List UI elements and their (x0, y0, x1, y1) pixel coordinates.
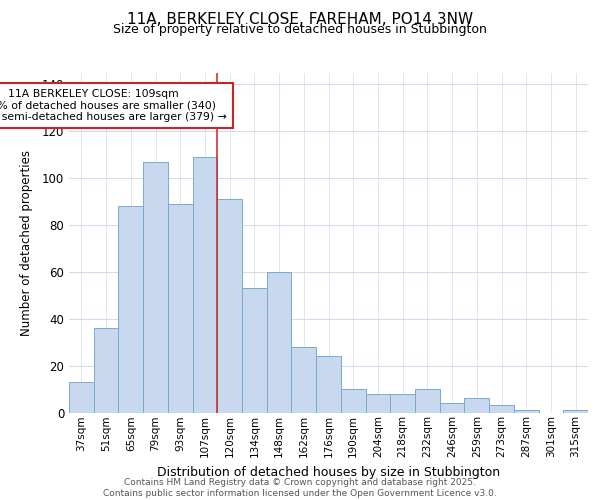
Bar (316, 356, 341, 412)
Bar (143, 162, 168, 412)
Bar (217, 199, 242, 412)
Bar (193, 157, 217, 412)
Y-axis label: Number of detached properties: Number of detached properties (20, 150, 34, 336)
Text: Contains HM Land Registry data © Crown copyright and database right 2025.
Contai: Contains HM Land Registry data © Crown c… (103, 478, 497, 498)
Bar (341, 389, 365, 412)
Bar (489, 406, 514, 412)
Bar (94, 328, 118, 412)
Bar (242, 288, 267, 412)
Bar (168, 204, 193, 412)
X-axis label: Distribution of detached houses by size in Stubbington: Distribution of detached houses by size … (157, 466, 500, 478)
Text: Size of property relative to detached houses in Stubbington: Size of property relative to detached ho… (113, 22, 487, 36)
Bar (365, 394, 390, 412)
Bar (440, 403, 464, 412)
Bar (267, 272, 292, 412)
Text: 11A BERKELEY CLOSE: 109sqm
← 47% of detached houses are smaller (340)
52% of sem: 11A BERKELEY CLOSE: 109sqm ← 47% of deta… (0, 89, 227, 122)
Bar (390, 394, 415, 412)
Bar (118, 206, 143, 412)
Bar (292, 347, 316, 412)
Bar (563, 410, 588, 412)
Bar (415, 389, 440, 412)
Bar (464, 398, 489, 412)
Bar (69, 382, 94, 412)
Text: 11A, BERKELEY CLOSE, FAREHAM, PO14 3NW: 11A, BERKELEY CLOSE, FAREHAM, PO14 3NW (127, 12, 473, 28)
Bar (514, 410, 539, 412)
